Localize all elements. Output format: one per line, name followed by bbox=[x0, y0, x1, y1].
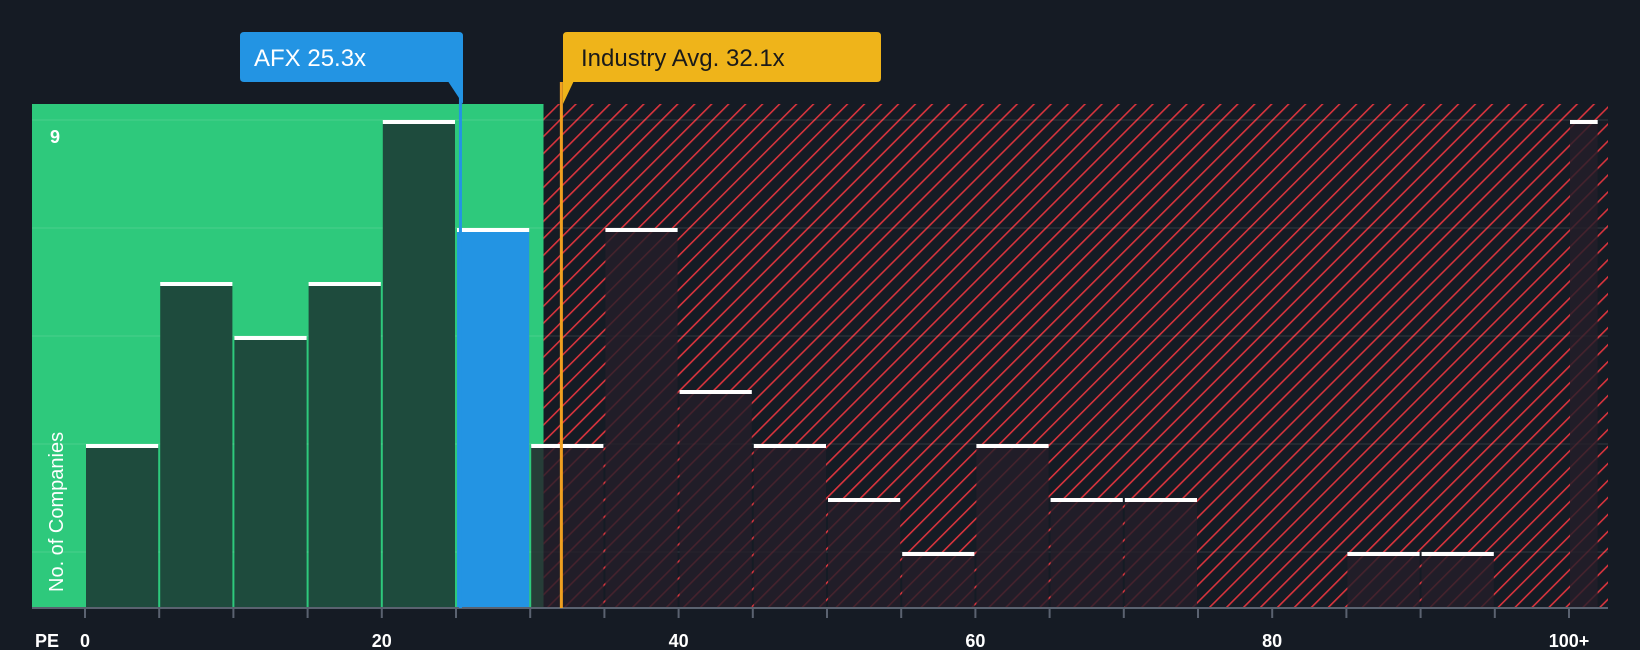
bar-cap bbox=[531, 444, 604, 448]
x-tick-label: 0 bbox=[80, 631, 90, 650]
bars bbox=[86, 120, 1598, 608]
x-tick-label: 60 bbox=[965, 631, 985, 650]
bar-cap bbox=[382, 120, 455, 124]
histogram-bar bbox=[1570, 122, 1598, 608]
histogram-bar bbox=[679, 392, 752, 608]
histogram-bar bbox=[1421, 554, 1494, 608]
bar-cap bbox=[1570, 120, 1598, 124]
x-tick-label: 80 bbox=[1262, 631, 1282, 650]
x-tick-label: 20 bbox=[372, 631, 392, 650]
histogram-bar bbox=[976, 446, 1049, 608]
bar-cap bbox=[679, 390, 752, 394]
bar-cap bbox=[828, 498, 901, 502]
bar-cap bbox=[234, 336, 307, 340]
x-axis-label: PE bbox=[35, 631, 59, 650]
histogram-bar bbox=[1347, 554, 1420, 608]
histogram-bar bbox=[234, 338, 307, 608]
x-tick-label: 40 bbox=[669, 631, 689, 650]
bar-cap bbox=[308, 282, 381, 286]
y-max-label: 9 bbox=[50, 127, 60, 147]
company-callout-box bbox=[240, 32, 463, 104]
histogram-bar bbox=[457, 230, 530, 608]
bar-cap bbox=[160, 282, 233, 286]
y-axis-label: No. of Companies bbox=[46, 432, 68, 592]
histogram-bar bbox=[1124, 500, 1197, 608]
bar-cap bbox=[1050, 498, 1123, 502]
bar-cap bbox=[753, 444, 826, 448]
industry-callout: Industry Avg. 32.1x bbox=[563, 32, 881, 104]
bar-cap bbox=[86, 444, 159, 448]
industry-callout-label: Industry Avg. 32.1x bbox=[581, 45, 785, 72]
company-callout-label: AFX 25.3x bbox=[254, 45, 366, 72]
x-axis-ticks: 0 20 40 60 80 100+ bbox=[80, 608, 1589, 650]
bar-cap bbox=[605, 228, 678, 232]
histogram-bar bbox=[531, 446, 604, 608]
bar-cap bbox=[902, 552, 975, 556]
histogram-bar bbox=[160, 284, 233, 608]
histogram-bar bbox=[828, 500, 901, 608]
histogram-bar bbox=[86, 446, 159, 608]
bar-cap bbox=[976, 444, 1049, 448]
histogram-bar bbox=[382, 122, 455, 608]
histogram-bar bbox=[753, 446, 826, 608]
bar-cap bbox=[1421, 552, 1494, 556]
histogram-bar bbox=[308, 284, 381, 608]
histogram-bar bbox=[902, 554, 975, 608]
histogram-bar bbox=[1050, 500, 1123, 608]
histogram-bar bbox=[605, 230, 678, 608]
bar-cap bbox=[1124, 498, 1197, 502]
company-callout: AFX 25.3x bbox=[240, 32, 463, 104]
x-tick-label: 100+ bbox=[1549, 631, 1590, 650]
bar-cap bbox=[457, 228, 530, 232]
industry-callout-box bbox=[563, 32, 881, 104]
bar-cap bbox=[1347, 552, 1420, 556]
